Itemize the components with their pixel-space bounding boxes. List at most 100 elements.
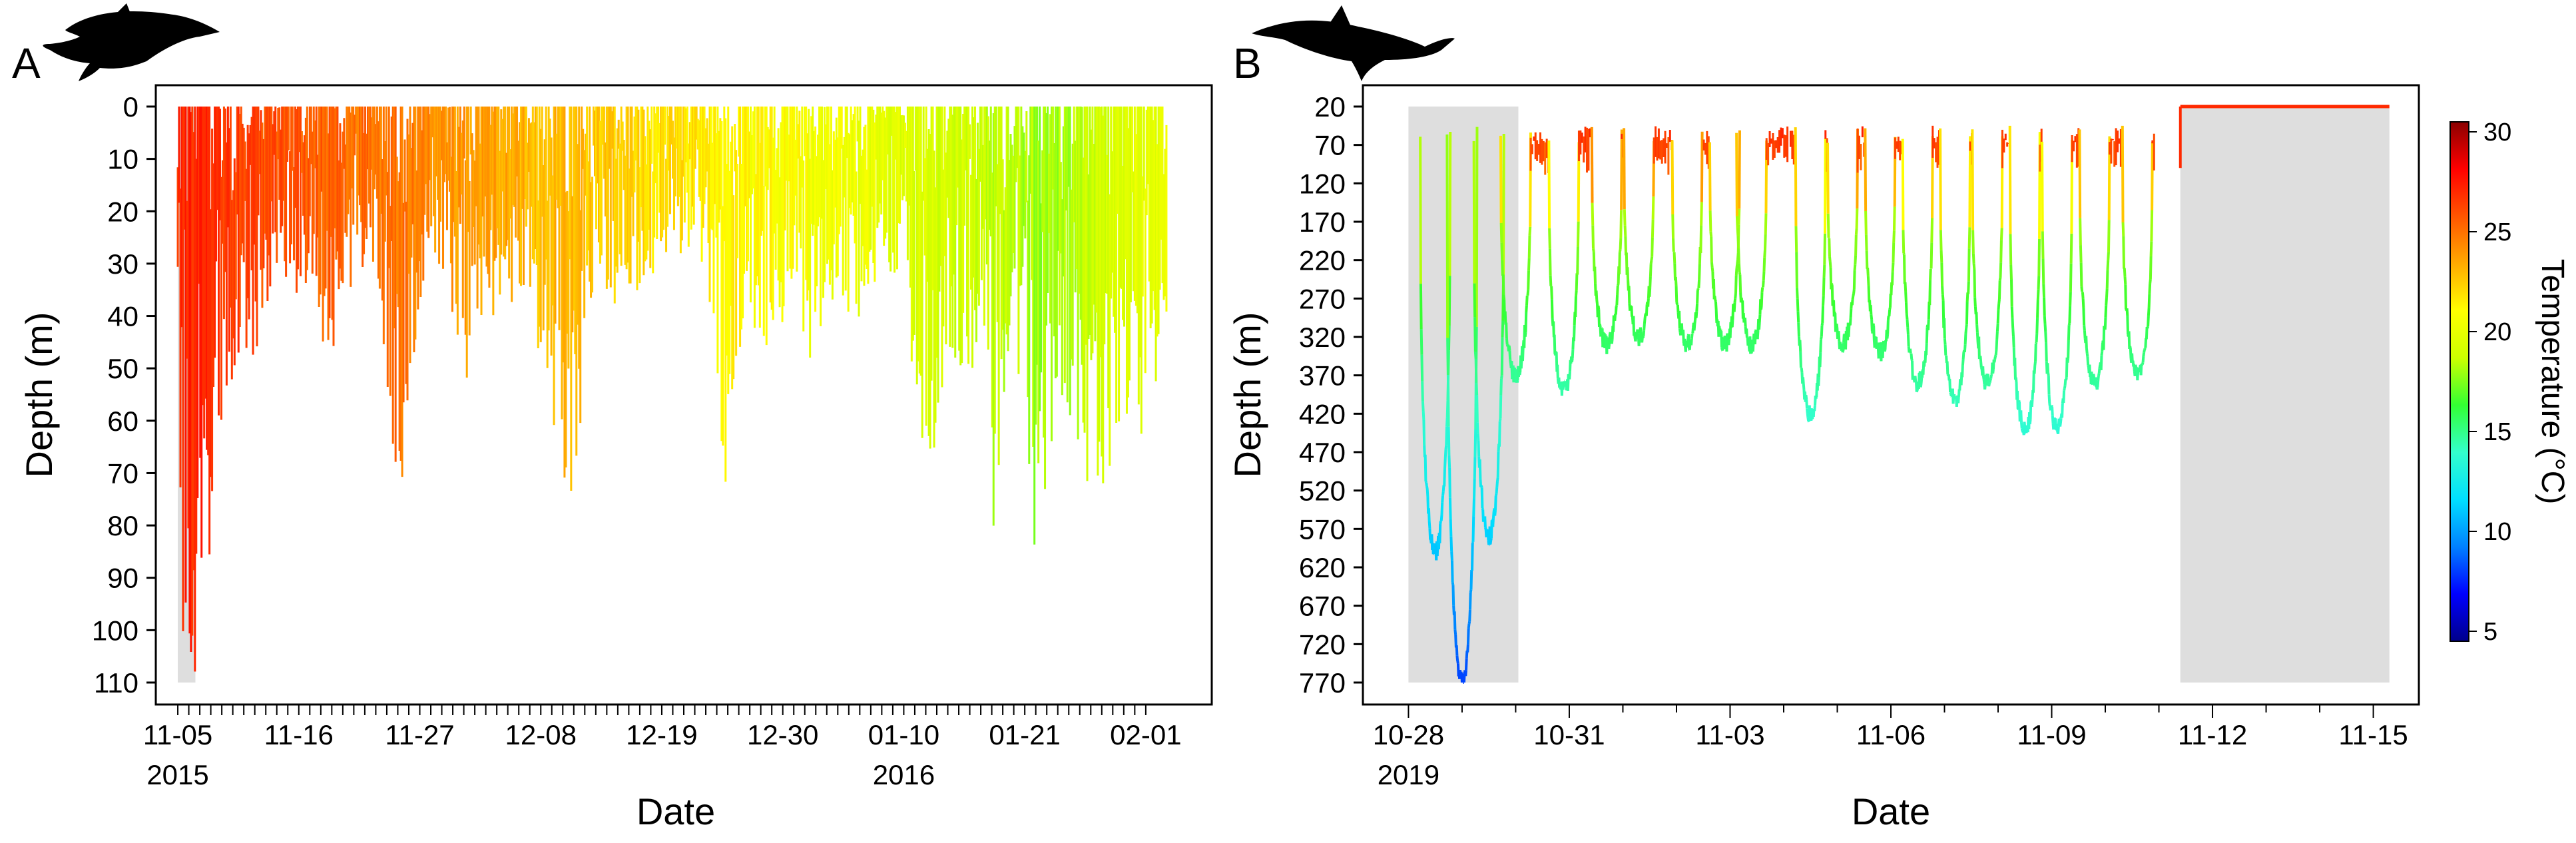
dive-segment-b: [2080, 286, 2084, 292]
dive-segment-b: [1692, 324, 1696, 331]
dive-segment-b: [2129, 346, 2132, 348]
dive-segment-b: [1719, 329, 1722, 332]
dive-segment-b: [1855, 208, 1859, 228]
dive-segment-b: [1518, 372, 1522, 376]
dive-segment-b: [2067, 340, 2070, 359]
dive-segment-b: [1528, 226, 1532, 236]
dive-segment-b: [1902, 230, 1906, 254]
dive-segment-b: [2034, 343, 2037, 362]
dive-segment-b: [1500, 242, 1504, 261]
dive-segment-b: [2095, 386, 2099, 390]
dive-segment-b: [1801, 377, 1805, 384]
panel-b: B 20 70 120 170 220 270 320 370 420 470 520 570 620 6…: [1226, 5, 2420, 832]
dive-segment-b: [2069, 292, 2072, 306]
x-axis-label-b: Date: [1852, 790, 1930, 832]
dive-segment-b: [1795, 252, 1798, 288]
dive-segment-b: [1813, 405, 1816, 412]
dive-segment-b: [1720, 331, 1723, 348]
dive-segment-b: [1997, 280, 2001, 300]
dive-segment-b: [2083, 324, 2086, 331]
y-tick-label-a: 30: [107, 248, 138, 280]
dive-segment-b: [1497, 422, 1501, 447]
dive-segment-b: [1734, 268, 1738, 276]
dive-segment-b: [1943, 318, 1946, 339]
dive-segment-b: [2051, 406, 2054, 416]
dive-segment-b: [2068, 306, 2072, 324]
dive-segment-b: [1421, 381, 1424, 402]
dive-segment-b: [2043, 297, 2046, 316]
dive-segment-b: [2131, 353, 2134, 362]
x-tick-label-b: 11-09: [2017, 719, 2086, 750]
dive-segment-b: [1519, 360, 1523, 369]
dive-segment-b: [1697, 279, 1701, 288]
dive-segment-b: [2079, 218, 2082, 246]
y-tick-label-a: 40: [107, 301, 138, 332]
dive-segment-b: [1967, 227, 1971, 249]
y-tick-label-b: 470: [1299, 437, 1346, 468]
dive-segment-b: [1496, 451, 1500, 478]
y-tick-label-a: 10: [107, 144, 138, 175]
dive-segment-b: [1821, 306, 1825, 324]
dive-segment-b: [1651, 196, 1655, 220]
dive-segment-b: [2063, 388, 2066, 391]
dive-segment-b: [1854, 228, 1858, 235]
dive-segment-b: [1743, 318, 1747, 327]
dive-segment-b: [2104, 305, 2108, 318]
dive-segment-b: [1432, 553, 1435, 555]
dive-segment-b: [2041, 258, 2045, 284]
y-axis-label-a: Depth (m): [18, 312, 60, 478]
dive-segment-b: [1443, 469, 1446, 487]
dive-segment-b: [1799, 352, 1802, 368]
dive-segment-b: [1971, 253, 1975, 264]
dive-segment-b: [1476, 433, 1480, 441]
dive-segment-b: [1833, 311, 1836, 314]
dive-segment-b: [1525, 305, 1528, 313]
dive-segment-b: [1576, 246, 1579, 275]
dive-segment-b: [1905, 314, 1909, 320]
dive-segment-b: [1618, 249, 1622, 252]
dive-segment-b: [1867, 286, 1871, 303]
dive-segment-b: [1994, 350, 1998, 356]
dive-segment-b: [1489, 540, 1493, 545]
dive-segment-b: [1995, 323, 1999, 332]
dive-segment-b: [1651, 237, 1654, 257]
dive-segment-b: [1759, 306, 1763, 310]
dive-segment-b: [1819, 339, 1823, 353]
x-tick-label-b: 11-15: [2338, 719, 2408, 750]
dive-segment-b: [2081, 298, 2085, 309]
panel-a-letter: A: [12, 39, 41, 87]
dive-segment-b: [1979, 356, 1983, 362]
dive-segment-b: [2106, 260, 2110, 270]
dive-segment-b: [1693, 319, 1697, 324]
x-tick-label-a: 11-27: [385, 719, 454, 750]
dive-segment-b: [1727, 339, 1731, 346]
dive-segment-b: [2043, 324, 2047, 333]
dive-segment-b: [1444, 445, 1448, 450]
dive-segment-b: [1761, 280, 1765, 288]
x-tick-label-a: 12-08: [505, 719, 577, 750]
dive-segment-b: [1730, 319, 1734, 328]
dive-segment-b: [1904, 282, 1908, 293]
dive-segment-b: [1468, 592, 1472, 610]
dive-segment-b: [2142, 352, 2146, 357]
dive-segment-b: [1623, 128, 1626, 210]
dive-segment-b: [1473, 352, 1477, 359]
y-tick-label-a: 100: [92, 615, 138, 646]
dive-segment-b: [2036, 289, 2040, 300]
dive-segment-b: [2146, 326, 2150, 329]
dive-segment-b: [1738, 130, 1741, 209]
dive-segment-b: [1710, 267, 1714, 272]
dive-segment-b: [2092, 374, 2096, 379]
dive-segment-b: [1634, 338, 1638, 342]
dive-segment-b: [1848, 318, 1852, 326]
dive-segment-b: [2105, 270, 2109, 289]
dive-segment-b: [1678, 310, 1681, 329]
dive-segment-b: [1941, 286, 1944, 295]
dive-segment-b: [1466, 644, 1469, 653]
dive-segment-b: [1419, 329, 1423, 355]
dive-segment-b: [1695, 303, 1699, 312]
dive-segment-b: [1710, 236, 1713, 262]
dive-segment-b: [1865, 250, 1869, 269]
y-tick-label-b: 270: [1299, 283, 1346, 314]
dive-segment-b: [1852, 293, 1856, 296]
